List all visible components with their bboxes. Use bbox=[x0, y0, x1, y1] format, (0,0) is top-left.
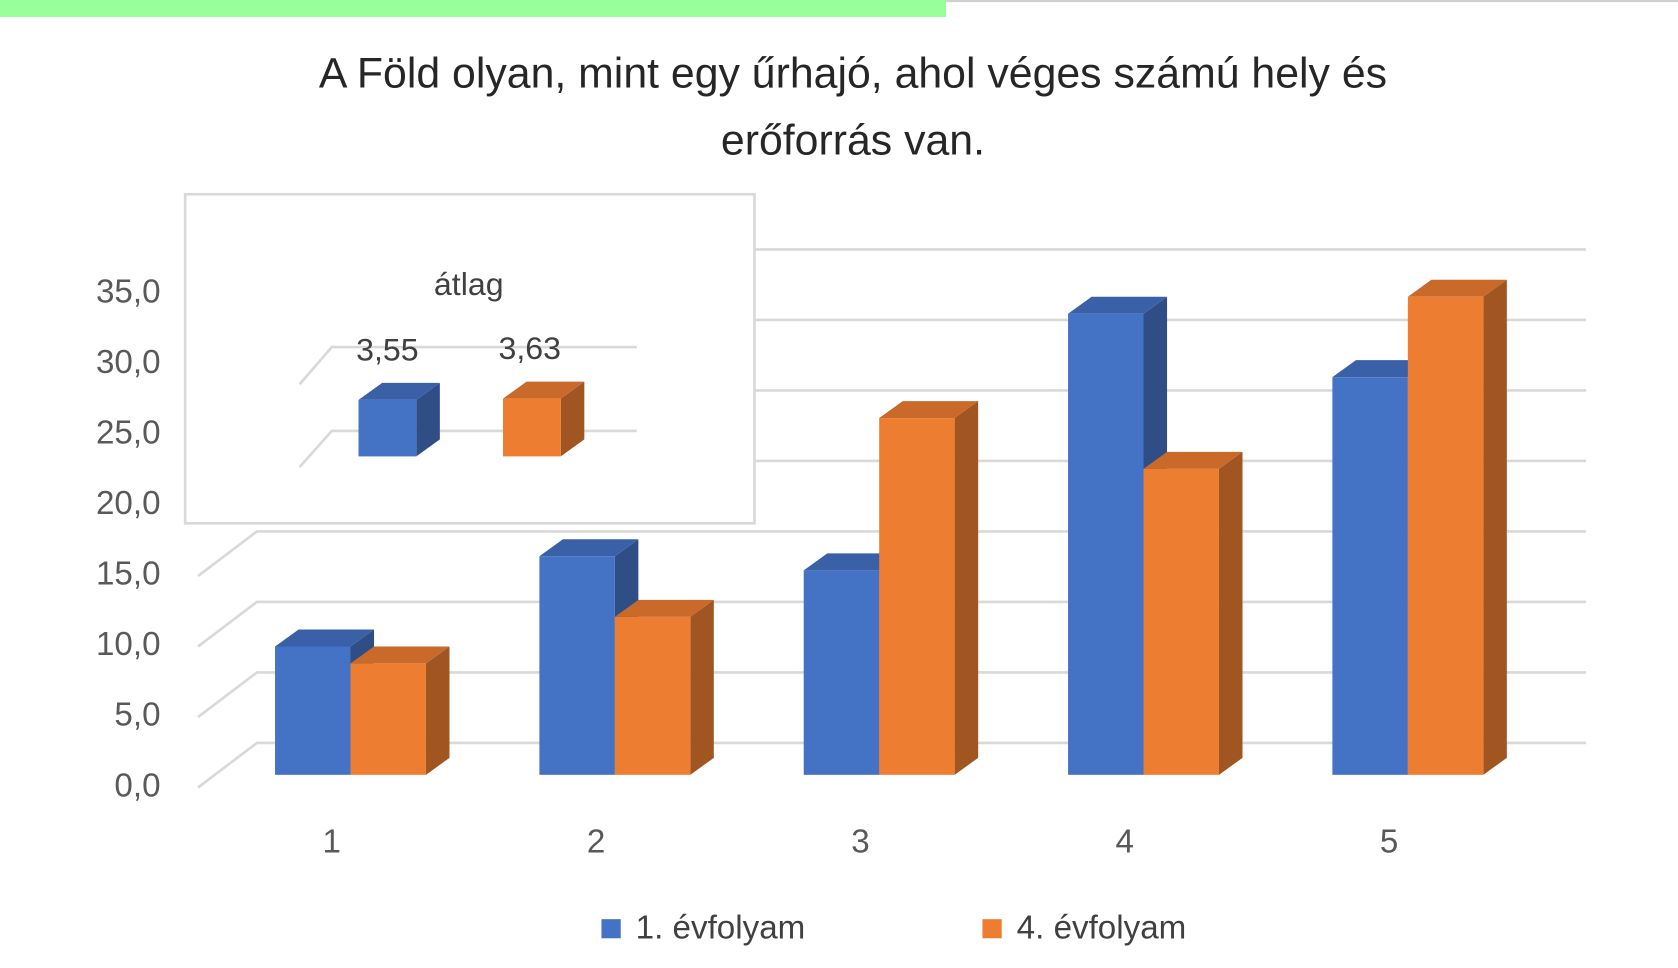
bar-front bbox=[1068, 313, 1144, 775]
x-tick-label: 4 bbox=[1116, 824, 1134, 861]
inset-bar bbox=[502, 381, 585, 457]
chart-body: A Föld olyan, mint egy űrhajó, ahol vége… bbox=[0, 0, 1678, 946]
inset-value-label: 3,55 bbox=[356, 332, 418, 368]
chart-title: A Föld olyan, mint egy űrhajó, ahol vége… bbox=[319, 50, 1387, 98]
bar bbox=[350, 646, 450, 775]
bar bbox=[1143, 451, 1243, 775]
legend-label: 1. évfolyam bbox=[636, 910, 806, 947]
y-tick-label: 20,0 bbox=[96, 485, 161, 522]
bar-top bbox=[879, 401, 979, 419]
inset-bar bbox=[358, 382, 440, 457]
bar-front bbox=[539, 556, 615, 775]
bar-front bbox=[350, 663, 426, 775]
bar-side bbox=[1218, 451, 1243, 775]
bar bbox=[879, 401, 979, 775]
bar-top bbox=[803, 553, 903, 571]
bar-top bbox=[350, 646, 450, 664]
bar-side bbox=[416, 382, 440, 457]
inset-title: átlag bbox=[434, 266, 504, 302]
bar-side bbox=[690, 599, 714, 775]
bar-front bbox=[614, 616, 691, 775]
y-tick-label: 0,0 bbox=[114, 767, 160, 804]
y-tick-label: 10,0 bbox=[96, 626, 161, 663]
bar-front bbox=[803, 570, 880, 775]
bar-front bbox=[275, 646, 351, 775]
y-tick-label: 25,0 bbox=[96, 415, 161, 452]
y-tick-label: 5,0 bbox=[114, 697, 160, 734]
y-tick-label: 35,0 bbox=[96, 274, 161, 311]
bar-front bbox=[1407, 296, 1484, 775]
inset-grid bbox=[298, 345, 637, 386]
bar bbox=[803, 553, 903, 775]
y-tick-label: 30,0 bbox=[96, 344, 161, 381]
bar bbox=[1407, 279, 1507, 775]
bar-top bbox=[1068, 296, 1168, 314]
bar-top bbox=[1407, 279, 1507, 297]
bar-top bbox=[539, 539, 639, 557]
bar-front bbox=[358, 399, 417, 457]
bar-front bbox=[502, 398, 561, 457]
bar-front bbox=[879, 418, 955, 775]
header-bar bbox=[0, 0, 947, 17]
bar-side bbox=[954, 401, 979, 775]
legend-label: 4. évfolyam bbox=[1017, 910, 1187, 947]
bar-side bbox=[1483, 279, 1507, 775]
bar bbox=[614, 599, 714, 775]
bar-top bbox=[1143, 451, 1243, 469]
x-tick-label: 2 bbox=[587, 824, 605, 861]
legend-swatch bbox=[982, 919, 1002, 939]
x-tick-label: 3 bbox=[851, 824, 869, 861]
inset-box bbox=[183, 192, 756, 525]
x-tick-label: 1 bbox=[323, 824, 341, 861]
chart-title: erőforrás van. bbox=[721, 117, 985, 165]
bar-top bbox=[275, 629, 375, 647]
bar-top bbox=[1332, 360, 1432, 378]
bar-side bbox=[425, 646, 450, 775]
bar-top bbox=[502, 381, 585, 399]
bar-side bbox=[560, 381, 585, 457]
y-tick-label: 15,0 bbox=[96, 556, 161, 593]
bar-front bbox=[1332, 377, 1408, 775]
bar-top bbox=[358, 382, 440, 400]
legend-swatch bbox=[601, 919, 621, 939]
bar-top bbox=[614, 599, 714, 617]
bar-front bbox=[1143, 468, 1219, 775]
inset-value-label: 3,63 bbox=[499, 330, 561, 366]
x-tick-label: 5 bbox=[1380, 824, 1398, 861]
